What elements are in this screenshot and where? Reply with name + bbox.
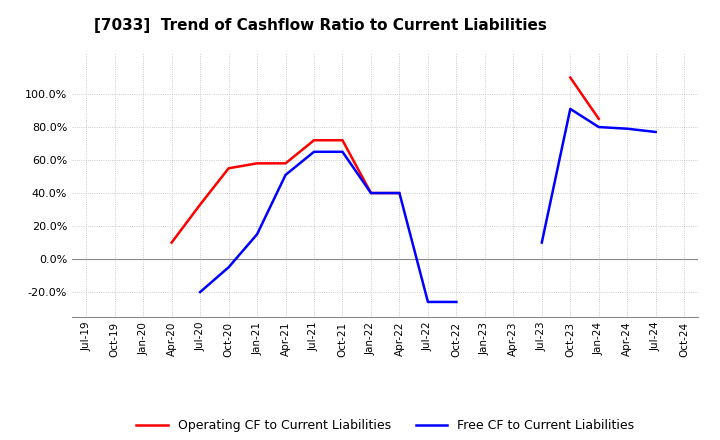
Operating CF to Current Liabilities xyxy=(566,75,575,80)
Free CF to Current Liabilities xyxy=(139,306,148,311)
Operating CF to Current Liabilities xyxy=(595,116,603,121)
Free CF to Current Liabilities xyxy=(196,290,204,295)
Free CF to Current Liabilities xyxy=(395,191,404,196)
Operating CF to Current Liabilities xyxy=(395,191,404,196)
Free CF to Current Liabilities xyxy=(423,299,432,304)
Free CF to Current Liabilities xyxy=(366,191,375,196)
Operating CF to Current Liabilities xyxy=(225,165,233,171)
Line: Operating CF to Current Liabilities: Operating CF to Current Liabilities xyxy=(171,77,656,242)
Operating CF to Current Liabilities xyxy=(338,138,347,143)
Operating CF to Current Liabilities xyxy=(310,138,318,143)
Free CF to Current Liabilities xyxy=(537,240,546,245)
Free CF to Current Liabilities xyxy=(253,231,261,237)
Free CF to Current Liabilities xyxy=(623,126,631,131)
Operating CF to Current Liabilities xyxy=(652,128,660,133)
Free CF to Current Liabilities xyxy=(566,106,575,111)
Operating CF to Current Liabilities xyxy=(366,191,375,196)
Free CF to Current Liabilities xyxy=(225,264,233,270)
Text: [7033]  Trend of Cashflow Ratio to Current Liabilities: [7033] Trend of Cashflow Ratio to Curren… xyxy=(94,18,546,33)
Operating CF to Current Liabilities xyxy=(253,161,261,166)
Free CF to Current Liabilities xyxy=(652,129,660,135)
Free CF to Current Liabilities xyxy=(452,299,461,304)
Line: Free CF to Current Liabilities: Free CF to Current Liabilities xyxy=(143,109,656,308)
Legend: Operating CF to Current Liabilities, Free CF to Current Liabilities: Operating CF to Current Liabilities, Fre… xyxy=(131,414,639,437)
Free CF to Current Liabilities xyxy=(338,149,347,154)
Free CF to Current Liabilities xyxy=(282,172,290,177)
Operating CF to Current Liabilities xyxy=(282,161,290,166)
Operating CF to Current Liabilities xyxy=(167,240,176,245)
Free CF to Current Liabilities xyxy=(595,125,603,130)
Operating CF to Current Liabilities xyxy=(196,202,204,207)
Free CF to Current Liabilities xyxy=(310,149,318,154)
